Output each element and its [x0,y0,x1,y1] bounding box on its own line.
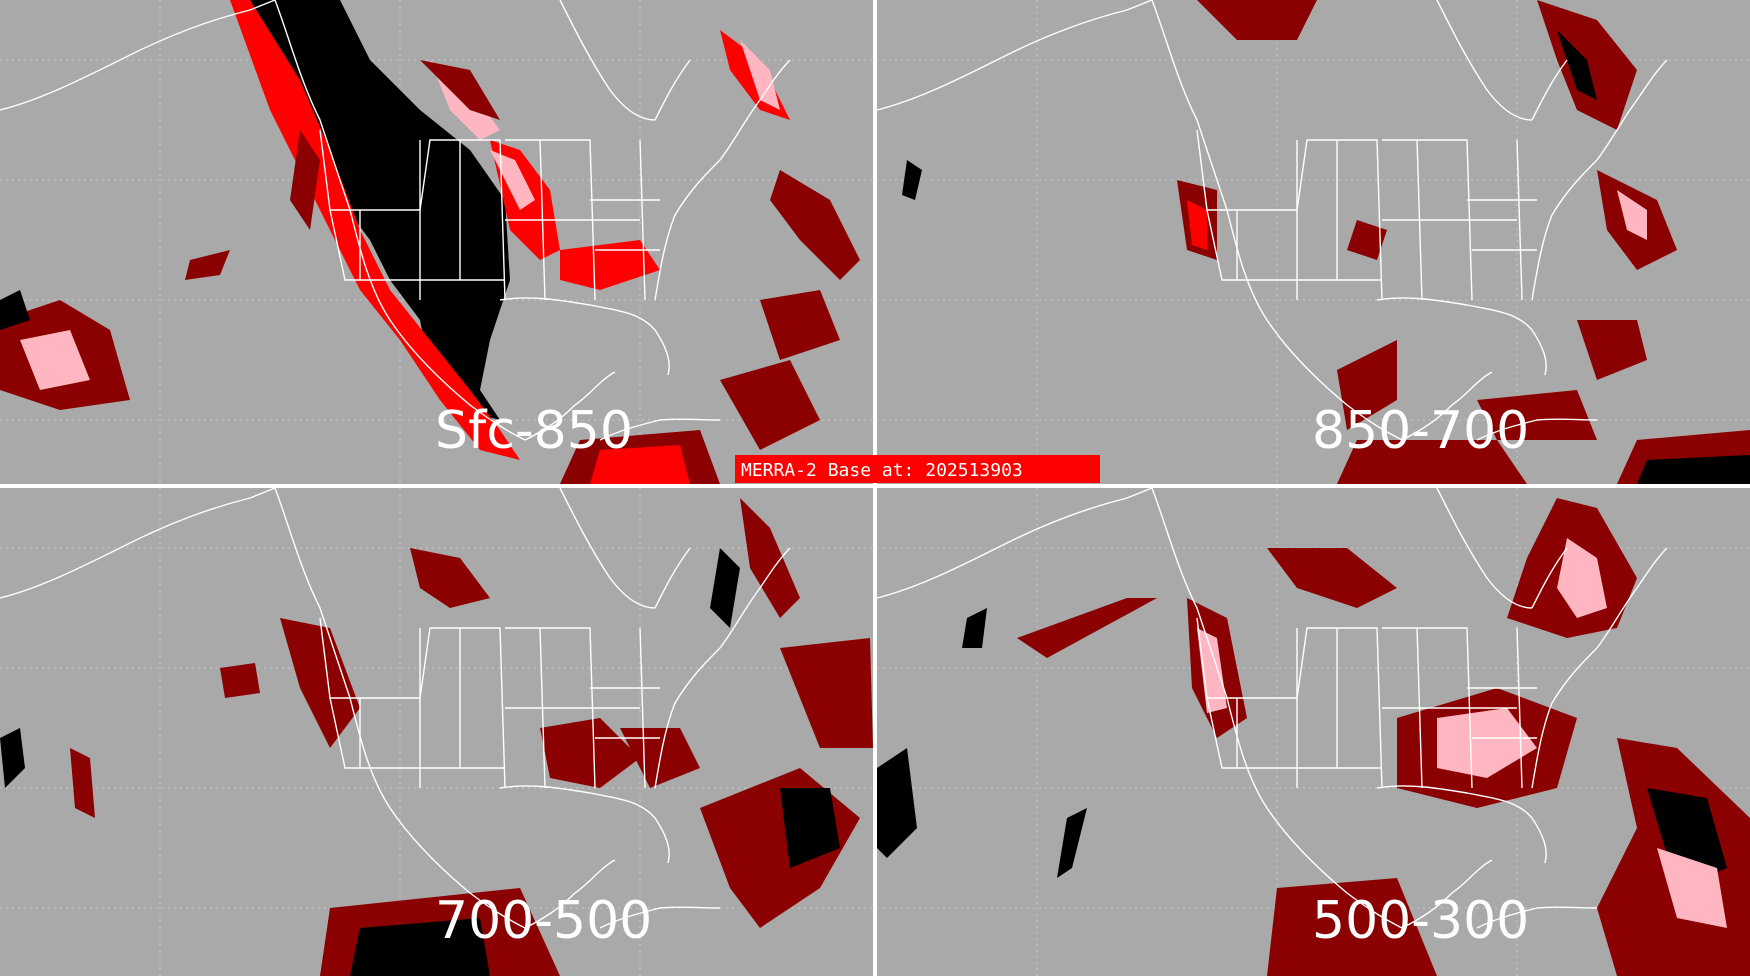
panel-label: 850-700 [1312,401,1529,461]
field-overlay [902,0,1750,484]
banner-text: MERRA-2 Base at: 202513903 [741,460,1023,481]
panel-sfc-850: Sfc-850 [0,0,874,489]
panel-700-500: 700-500 [0,487,874,976]
panel-label: Sfc-850 [435,401,633,461]
field-overlay [877,498,1750,976]
field-overlay [0,498,873,976]
panel-label: 500-300 [1312,891,1529,951]
panel-850-700: 850-700 [876,0,1750,489]
timestamp-banner: MERRA-2 Base at: 202513903 [735,455,1100,483]
panel-label: 700-500 [435,891,652,951]
panel-500-300: 500-300 [876,487,1750,976]
